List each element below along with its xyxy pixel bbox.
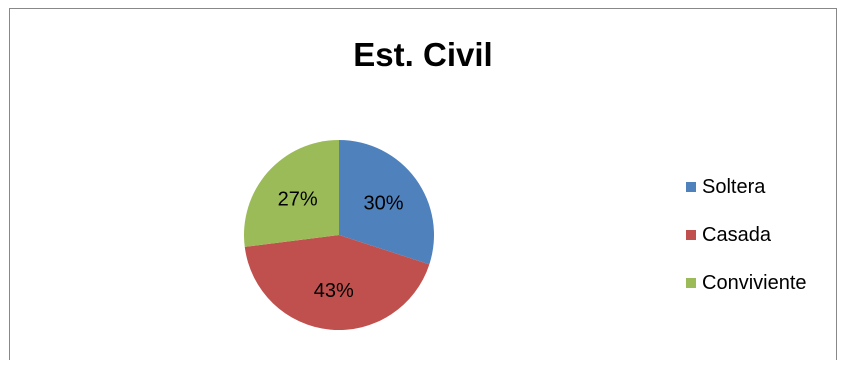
legend: Soltera Casada Conviviente: [686, 174, 807, 318]
legend-item-conviviente: Conviviente: [686, 270, 807, 296]
legend-swatch-conviviente: [686, 278, 696, 288]
data-label-soltera: 30%: [364, 193, 404, 215]
legend-swatch-soltera: [686, 182, 696, 192]
pie-slice-soltera: [339, 140, 434, 265]
data-label-conviviente: 27%: [278, 189, 318, 211]
legend-label-conviviente: Conviviente: [702, 271, 807, 294]
legend-swatch-casada: [686, 230, 696, 240]
legend-label-soltera: Soltera: [702, 175, 766, 198]
chart-title: Est. Civil: [353, 36, 493, 73]
legend-item-soltera: Soltera: [686, 174, 807, 200]
pie-slice-casada: [244, 235, 430, 331]
data-label-casada: 43%: [314, 280, 354, 302]
legend-item-casada: Casada: [686, 222, 807, 248]
pie-slice-conviviente: [244, 140, 339, 247]
chart-area: [9, 8, 837, 360]
legend-label-casada: Casada: [702, 223, 771, 246]
